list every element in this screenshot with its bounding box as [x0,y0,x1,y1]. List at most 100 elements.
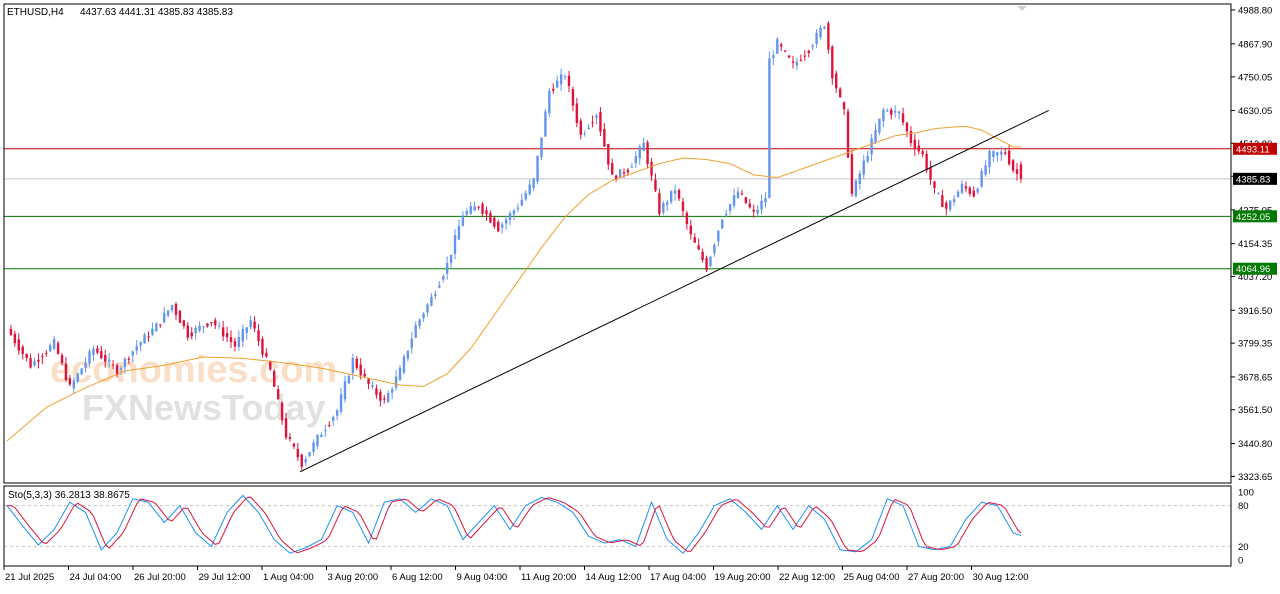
candle-body [64,363,68,381]
candle-body [304,459,307,463]
candle-body [398,367,402,381]
price-tick-label: 3678.65 [1238,372,1272,383]
candle-body [925,153,928,171]
candle-body [787,55,791,58]
candle-body [430,296,433,306]
candle-body [170,305,174,311]
price-tick-label: 4750.05 [1238,72,1272,83]
candle-body [159,324,162,326]
candle-body [367,379,370,385]
candle-body [544,111,547,137]
candle-body [218,325,221,327]
candle-body [897,111,901,114]
candle-body [835,73,838,89]
price-tick-label: 3440.80 [1238,439,1272,450]
candle-body [276,388,280,400]
candle-body [469,206,472,214]
candle-body [17,339,20,351]
candle-body [614,175,618,180]
candle-body [882,109,885,122]
candle-body [390,389,394,393]
candle-body [331,417,335,421]
candle-body [992,151,995,158]
candle-body [721,219,724,229]
candle-body [422,313,425,319]
candle-body [190,332,193,337]
trendline[interactable] [299,109,1049,473]
price-tick-label: 3916.50 [1238,306,1272,317]
price-tick-label: 3561.50 [1238,405,1272,416]
candle-body [37,359,40,362]
candle-body [893,110,897,113]
candle-body [29,358,32,368]
candle-body [225,333,229,338]
candle-body [536,155,539,182]
level-tag-4064.96 [1233,262,1277,275]
candle-body [748,203,751,208]
candle-body [701,251,704,260]
watermark: economies.com FXNewsToday [50,349,337,428]
candle-body [500,224,504,228]
candle-body [497,221,500,232]
candle-body [143,334,146,344]
candle-body [245,327,248,333]
candle-body [760,200,763,210]
candle-body [273,371,276,387]
scroll-marker-icon[interactable] [1017,6,1027,11]
candle-body [155,323,158,332]
candle-body [457,226,461,240]
candle-body [595,115,598,118]
time-tick-label: 3 Aug 20:00 [328,572,379,583]
candle-body [257,330,260,342]
stochastic-label: Sto(5,3,3) 36.2813 38.8675 [8,490,130,501]
candle-body [375,388,378,395]
candle-body [622,172,626,174]
candle-body [316,434,319,447]
candle-body [56,343,60,354]
candle-body [842,102,846,110]
candle-body [107,359,111,362]
oscillator-frame [3,485,1232,567]
candle-body [1004,152,1007,154]
candle-body [988,151,991,168]
candle-body [673,190,677,194]
ohlc-label: 4437.63 4441.31 4385.83 4385.83 [80,7,233,18]
candle-body [76,373,79,382]
candle-body [866,155,869,162]
candle-body [127,358,131,360]
candle-body [618,169,622,178]
candle-body [45,352,48,354]
watermark-fxnewstoday: FXNewsToday [82,387,325,428]
candle-body [406,350,410,359]
candle-body [823,26,826,29]
candle-body [434,293,437,297]
candle-body [996,152,999,156]
candle-body [465,210,469,215]
candle-body [363,373,366,377]
candle-body [504,219,508,224]
candle-body [410,338,413,348]
candle-body [815,32,818,45]
candle-body [540,137,543,158]
candle-body [402,356,406,373]
watermark-economies: economies.com [50,349,337,391]
candle-body [827,23,830,50]
main-plot [4,21,1231,473]
candle-body [371,385,374,387]
candle-body [139,342,142,346]
candle-body [646,142,649,164]
candle-body [563,76,567,78]
candle-body [280,402,284,421]
candle-body [131,351,134,356]
candle-body [807,50,810,53]
candle-body [1007,150,1011,165]
candle-body [666,202,669,205]
time-tick-label: 25 Aug 04:00 [844,572,900,583]
level-tag-label: 4385.83 [1236,174,1270,185]
candle-body [937,193,940,195]
candle-body [84,362,87,368]
candle-body [567,75,571,87]
candle-body [49,345,52,352]
